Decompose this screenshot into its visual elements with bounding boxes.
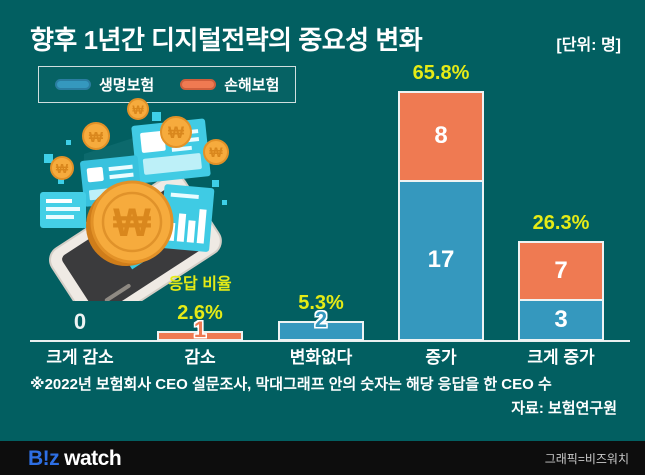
bizwatch-logo: B!z watch (28, 446, 122, 470)
category-label: 변화없다 (289, 348, 353, 367)
credit-label: 그래픽=비즈워치 (544, 451, 629, 466)
logo-text-secondary: watch (64, 446, 122, 470)
legend-label-nonlife-insurance: 손해보험 (224, 77, 280, 94)
bar-segment-생명보험 (280, 323, 362, 339)
percent-label: 65.8% (412, 62, 470, 84)
legend-item-life-insurance: 생명보험 (55, 74, 154, 95)
percent-label: 5.3% (298, 292, 344, 314)
footnote: ※2022년 보험회사 CEO 설문조사, 막대그래프 안의 숫자는 해당 응답… (30, 376, 552, 393)
legend-item-nonlife-insurance: 손해보험 (180, 74, 279, 95)
x-axis-line (30, 340, 630, 342)
svg-text:₩: ₩ (56, 161, 69, 176)
bar-segment-손해보험: 7 (520, 243, 602, 302)
bar-value-label: 8 (434, 122, 448, 150)
bar-value-label: 1 (193, 317, 207, 342)
won-coin-icon: ₩ (86, 180, 174, 266)
page-title: 향후 1년간 디지털전략의 중요성 변화 (30, 25, 423, 55)
percent-label: 2.6% (177, 302, 223, 324)
svg-text:₩: ₩ (132, 103, 144, 117)
bar-value-label: 17 (427, 246, 455, 274)
won-coin-icon: ₩ (50, 156, 74, 180)
svg-text:₩: ₩ (168, 123, 185, 142)
nonlife-insurance-swatch (180, 79, 217, 90)
bar-value-label: 7 (554, 257, 568, 285)
category-label: 증가 (425, 348, 457, 367)
won-coin-icon: ₩ (160, 116, 192, 148)
bar-증가: 8 17 (398, 91, 484, 341)
legend-label-life-insurance: 생명보험 (99, 77, 155, 94)
category-label: 감소 (184, 348, 216, 367)
svg-text:₩: ₩ (89, 129, 104, 146)
won-coin-icon: ₩ (82, 122, 110, 150)
bar-segment-생명보험: 17 (400, 181, 482, 339)
unit-label: [단위: 명] (556, 37, 621, 54)
bar-value-zero: 0 (73, 309, 87, 334)
bar-크게 증가: 73 (518, 241, 604, 341)
category-label: 크게 감소 (46, 348, 114, 367)
percent-label: 26.3% (532, 212, 590, 234)
won-coin-icon: ₩ (203, 139, 229, 165)
bar-변화없다: 2 (278, 309, 364, 341)
footer: B!z watch 그래픽=비즈워치 (0, 441, 645, 475)
svg-text:₩: ₩ (113, 201, 151, 245)
logo-text-primary: B!z (28, 446, 60, 470)
bar-value-label: 3 (554, 306, 568, 334)
document-card-icon (40, 192, 86, 228)
source-label: 자료: 보험연구원 (511, 400, 617, 417)
svg-text:₩: ₩ (209, 144, 223, 160)
bar-segment-손해보험 (159, 333, 241, 339)
bar-value-label: 2 (314, 307, 328, 332)
life-insurance-swatch (55, 79, 91, 90)
smartphone-digital-finance-illustration: ₩ ₩ ₩ ₩ ₩ ₩ (40, 98, 229, 301)
legend: 생명보험 손해보험 (38, 66, 297, 103)
bar-segment-생명보험: 3 (520, 301, 602, 339)
category-label: 크게 증가 (527, 348, 595, 367)
won-coin-icon: ₩ (127, 98, 149, 120)
bar-segment-손해보험: 8 (400, 93, 482, 182)
